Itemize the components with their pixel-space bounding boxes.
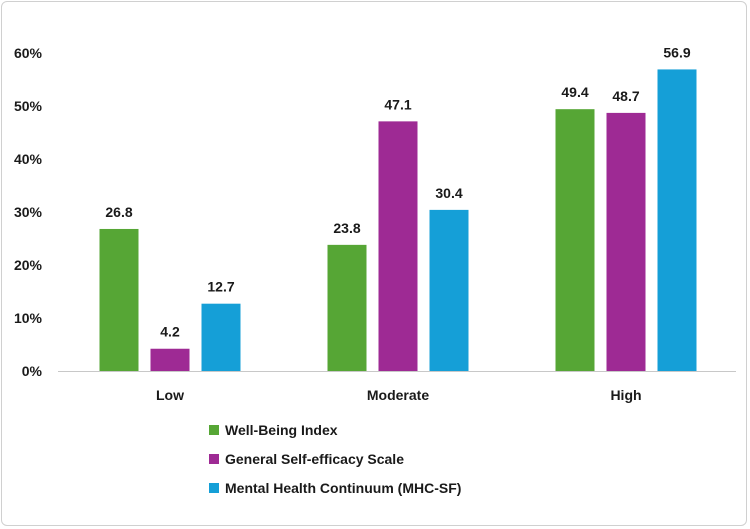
legend-swatch xyxy=(209,454,219,464)
bar xyxy=(606,112,646,371)
bar xyxy=(327,244,367,371)
data-label: 4.2 xyxy=(160,324,180,340)
bar xyxy=(378,121,418,372)
y-tick-label: 0% xyxy=(22,363,43,379)
y-tick-label: 40% xyxy=(14,151,43,167)
legend: Well-Being Index General Self-efficacy Sc… xyxy=(209,422,461,496)
bar xyxy=(201,303,241,371)
bar xyxy=(657,69,697,372)
data-label: 23.8 xyxy=(333,220,360,236)
data-label: 26.8 xyxy=(105,204,132,220)
data-label: 12.7 xyxy=(207,279,234,295)
x-axis: Low Moderate High xyxy=(58,371,736,403)
data-label: 56.9 xyxy=(663,44,690,60)
bar xyxy=(150,348,190,371)
data-labels: 26.8 4.2 12.7 23.8 47.1 30.4 49.4 48.7 56.9 xyxy=(105,44,690,339)
bar xyxy=(555,109,595,372)
y-tick-label: 60% xyxy=(14,45,43,61)
legend-label: Mental Health Continuum (MHC-SF) xyxy=(225,480,461,496)
data-label: 30.4 xyxy=(435,185,462,201)
x-tick-label: Moderate xyxy=(367,387,429,403)
x-tick-label: Low xyxy=(156,387,184,403)
legend-swatch xyxy=(209,483,219,493)
y-tick-label: 20% xyxy=(14,257,43,273)
bar xyxy=(99,228,139,371)
data-label: 47.1 xyxy=(384,96,411,112)
bars xyxy=(99,69,697,372)
x-tick-label: High xyxy=(610,387,641,403)
legend-swatch xyxy=(209,425,219,435)
data-label: 48.7 xyxy=(612,88,639,104)
y-tick-label: 10% xyxy=(14,310,43,326)
data-label: 49.4 xyxy=(561,84,588,100)
y-tick-label: 50% xyxy=(14,98,43,114)
legend-label: Well-Being Index xyxy=(225,422,338,438)
y-axis: 0% 10% 20% 30% 40% 50% 60% xyxy=(14,45,43,379)
bar xyxy=(429,209,469,371)
y-tick-label: 30% xyxy=(14,204,43,220)
legend-label: General Self-efficacy Scale xyxy=(225,451,404,467)
